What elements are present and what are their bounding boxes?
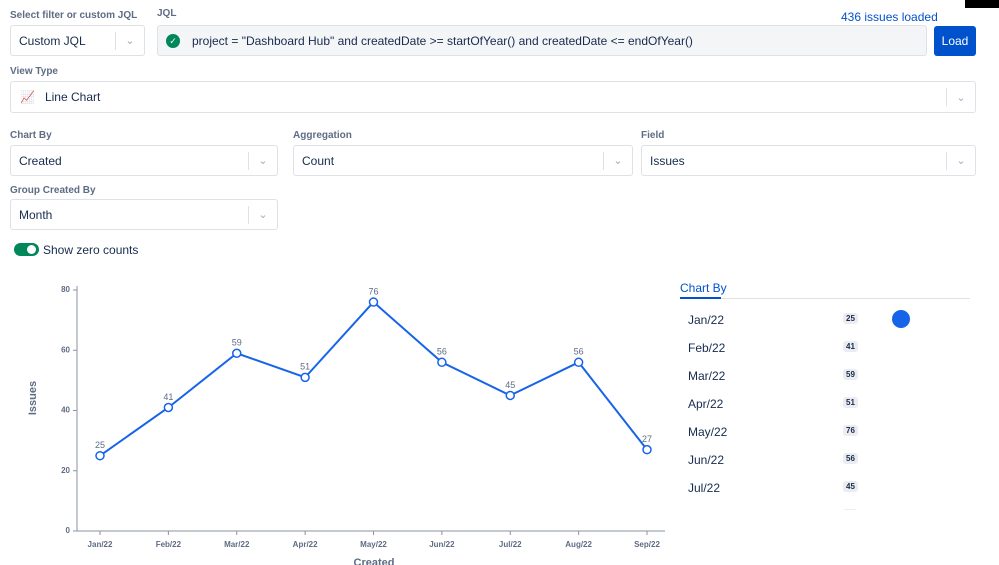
legend-row: Jan/22 25	[680, 305, 970, 333]
data-label: 56	[437, 347, 447, 357]
jql-input[interactable]: ✓ project = "Dashboard Hub" and createdD…	[157, 25, 927, 56]
point	[232, 348, 242, 359]
data-label: 56	[574, 347, 584, 357]
corner-block	[965, 0, 999, 8]
legend-label: Mar/22	[688, 369, 726, 383]
x-tick-label: Feb/22	[156, 540, 182, 549]
chart-by-select[interactable]: Created ⌄	[10, 145, 278, 176]
field-label: Select filter or custom JQL	[10, 10, 138, 21]
count-badge: 41	[843, 341, 858, 352]
data-label: 25	[95, 440, 105, 450]
x-tick-label: May/22	[360, 540, 387, 549]
legend-label: Jul/22	[688, 481, 721, 495]
x-axis-title: Created	[354, 557, 395, 565]
x-tick-label: Aug/22	[565, 540, 592, 549]
count-badge: 59	[843, 369, 858, 380]
field-label: Aggregation	[293, 130, 352, 141]
point	[505, 390, 515, 401]
x-tick-label: Sep/22	[634, 540, 660, 549]
field-label: Chart By	[10, 130, 52, 141]
toggle[interactable]	[14, 243, 39, 256]
x-tick-label: Apr/22	[293, 540, 318, 549]
data-label: 51	[300, 362, 310, 372]
count-badge: 56	[843, 509, 858, 510]
select-value: Month	[19, 207, 53, 222]
point	[573, 357, 584, 368]
y-axis-title: Issues	[27, 381, 39, 415]
legend-label: Feb/22	[688, 341, 726, 355]
y-tick-label: 40	[61, 406, 70, 415]
data-label: 27	[642, 434, 652, 444]
view-type-select[interactable]: 📈 Line Chart ⌄	[10, 81, 976, 113]
x-tick-label: Jun/22	[429, 540, 455, 549]
legend-label: May/22	[688, 425, 728, 439]
select-value: Count	[302, 153, 335, 168]
tab-underline	[680, 297, 721, 299]
load-button[interactable]: Load	[934, 26, 976, 56]
point	[300, 372, 310, 383]
field-label: Group Created By	[10, 185, 96, 196]
data-label: 45	[505, 380, 515, 390]
x-tick-label: Jul/22	[499, 540, 522, 549]
legend-label: Jan/22	[688, 313, 725, 327]
point	[95, 450, 105, 461]
toggle-label: Show zero counts	[43, 243, 139, 257]
chart: Issues Created 0 20 40 60 80 Jan/22 Feb/22 Mar/…	[27, 285, 665, 565]
select-value: Custom JQL	[19, 33, 86, 48]
data-label: 59	[232, 338, 242, 348]
y-tick-label: 20	[61, 466, 70, 475]
tab-rule	[680, 298, 970, 299]
x-tick-label: Mar/22	[224, 540, 250, 549]
point	[642, 444, 652, 455]
data-label: 41	[163, 392, 173, 402]
chart-icon: 📈	[20, 90, 35, 104]
select-value: Created	[19, 153, 62, 168]
point	[163, 402, 174, 413]
x-tick-label: Jan/22	[88, 540, 113, 549]
legend-label: Jun/22	[688, 453, 725, 467]
filter-select[interactable]: Custom JQL ⌄	[10, 25, 145, 56]
status-text: 436 issues loaded	[841, 10, 938, 24]
y-tick-label: 0	[66, 526, 71, 535]
legend-row: Mar/22 59	[680, 361, 970, 389]
count-badge: 76	[843, 425, 858, 436]
jql-text: project = "Dashboard Hub" and createdDat…	[192, 33, 693, 48]
count-badge: 56	[843, 453, 858, 464]
field-label: Field	[641, 130, 665, 141]
count-badge: 45	[843, 481, 858, 492]
valid-icon: ✓	[166, 33, 180, 48]
point	[437, 357, 447, 368]
legend-row: Apr/22 51	[680, 389, 970, 417]
color-dot	[892, 310, 910, 328]
select-value: Line Chart	[44, 90, 101, 104]
legend-row: May/22 76	[680, 417, 970, 445]
field-label: View Type	[10, 66, 58, 77]
tab[interactable]: Chart By	[680, 281, 727, 295]
legend-list: Jan/22 25 Feb/22 41 Mar/22 59 Apr/22 51 May/22 76…	[680, 305, 970, 510]
legend-row: Jul/22 45	[680, 473, 970, 501]
y-tick-label: 60	[61, 345, 70, 354]
group-by-select[interactable]: Month ⌄	[10, 199, 278, 230]
field-label: JQL	[157, 8, 177, 19]
legend-row: Jun/22 56	[680, 445, 970, 473]
legend-row: Aug/22 56	[680, 501, 970, 510]
count-badge: 25	[843, 313, 858, 324]
legend-label: Apr/22	[688, 397, 724, 411]
point	[368, 297, 379, 307]
data-label: 76	[368, 286, 378, 296]
legend-label: Aug/22	[688, 509, 726, 510]
legend-row: Feb/22 41	[680, 333, 970, 361]
toggle-knob	[27, 245, 36, 254]
aggregation-select[interactable]: Count ⌄	[293, 145, 633, 176]
count-badge: 51	[843, 397, 858, 408]
y-tick-label: 80	[61, 285, 70, 294]
select-value: Issues	[650, 153, 685, 168]
line	[99, 300, 648, 457]
field-select[interactable]: Issues ⌄	[641, 145, 976, 176]
